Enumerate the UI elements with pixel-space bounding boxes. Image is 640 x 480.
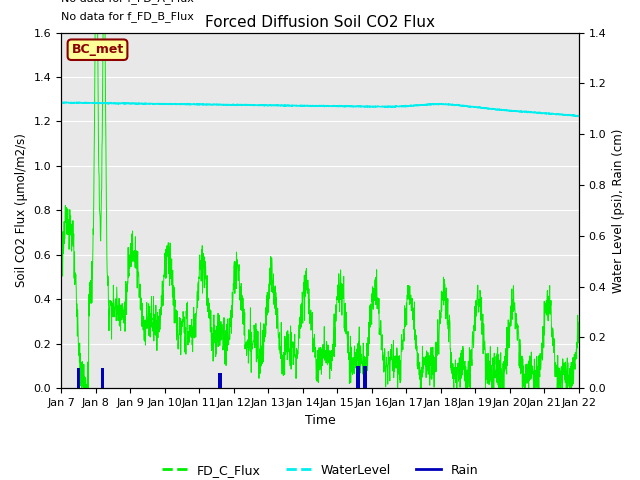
- Bar: [363, 366, 367, 388]
- Text: No data for f_FD_B_Flux: No data for f_FD_B_Flux: [61, 11, 194, 22]
- X-axis label: Time: Time: [305, 414, 335, 427]
- Y-axis label: Water Level (psi), Rain (cm): Water Level (psi), Rain (cm): [612, 128, 625, 293]
- Y-axis label: Soil CO2 Flux (μmol/m2/s): Soil CO2 Flux (μmol/m2/s): [15, 133, 28, 288]
- Text: BC_met: BC_met: [72, 43, 124, 56]
- Text: No data for f_FD_A_Flux: No data for f_FD_A_Flux: [61, 0, 194, 4]
- Bar: [218, 373, 221, 388]
- Legend: FD_C_Flux, WaterLevel, Rain: FD_C_Flux, WaterLevel, Rain: [157, 459, 483, 480]
- Bar: [77, 368, 80, 388]
- Title: Forced Diffusion Soil CO2 Flux: Forced Diffusion Soil CO2 Flux: [205, 15, 435, 30]
- Bar: [100, 368, 104, 388]
- Bar: [356, 366, 360, 388]
